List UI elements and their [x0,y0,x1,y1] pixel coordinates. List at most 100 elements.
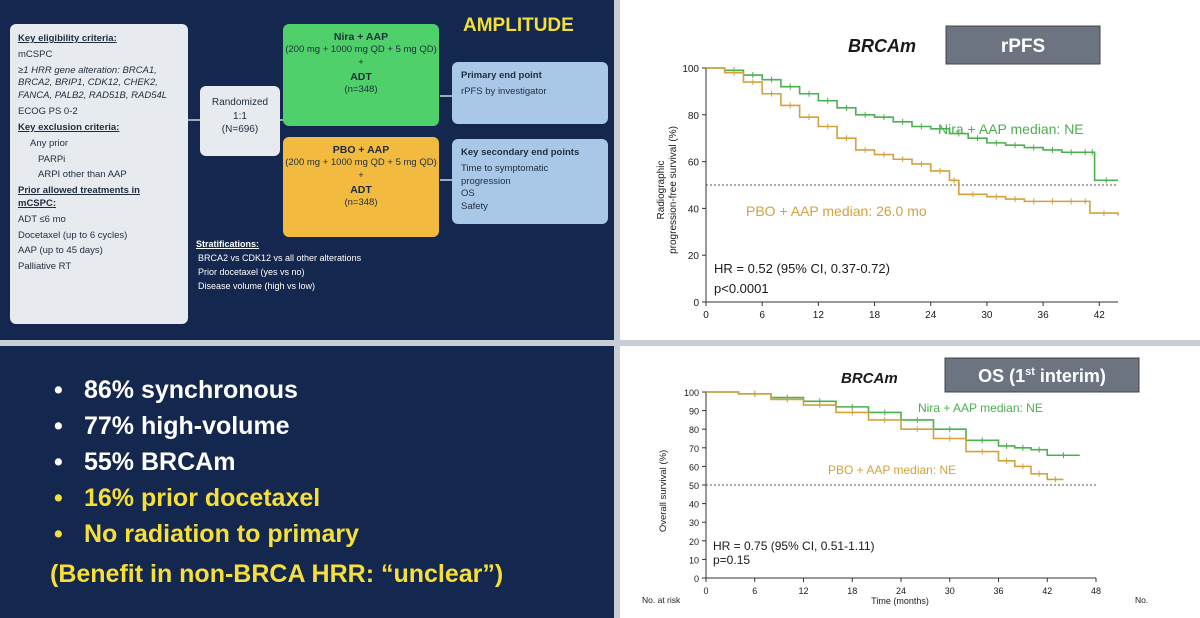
y-tick-label: 80 [688,111,700,122]
eligibility-heading: Key eligibility criteria: [18,33,117,44]
y-axis-label: Radiographicprogression-free survival (%… [656,126,679,254]
y-axis-label-line: progression-free survival (%) [668,126,679,254]
primary-endpoint-title: Primary end point [461,70,542,81]
chart-subgroup-label: BRCAm [848,36,916,56]
key-point: 86% synchronous [48,372,359,408]
arm-dose: (200 mg + 1000 mg QD + 5 mg QD) [285,44,437,56]
arm-n: (n=348) [344,83,378,95]
key-point: 55% BRCAm [48,444,359,480]
y-axis-label: Overall survival (%) [658,450,669,532]
x-tick-label: 18 [847,586,857,596]
statistics-annotation: p=0.15 [713,553,750,567]
x-tick-label: 42 [1042,586,1052,596]
secondary-endpoint-item: OS [461,188,475,200]
horizontal-divider [0,340,1200,346]
stratification-item: BRCA2 vs CDK12 vs all other alterations [198,252,362,263]
rpfs-panel [620,0,1200,340]
x-axis-label: Time (months) [871,596,929,606]
y-tick-label: 10 [689,555,699,565]
randomized-n: (N=696) [221,124,259,135]
design-connectors [188,95,452,181]
y-tick-label: 0 [693,298,699,309]
arm-adt: ADT [350,70,372,83]
key-points-list: 86% synchronous 77% high-volume 55% BRCA… [48,372,359,552]
chart-title-box [944,357,1140,393]
y-tick-label: 60 [688,158,700,169]
arm-adt: ADT [350,183,372,196]
exclusion-item: Any prior [30,137,69,149]
y-tick-label: 100 [684,388,699,398]
chart-title: OS (1st interim) [978,366,1106,386]
trial-title: AMPLITUDE [463,15,574,36]
prior-item: Docetaxel (up to 6 cycles) [18,229,128,241]
key-point: 77% high-volume [48,408,359,444]
y-tick-label: 80 [689,425,699,435]
y-tick-label: 50 [689,481,699,491]
at-risk-label-right: No. [1135,595,1148,605]
arm-n: (n=348) [344,196,378,208]
stratifications: Stratifications: BRCA2 vs CDK12 vs all o… [196,238,446,294]
exclusion-item: PARPi [38,153,66,165]
series-line [706,67,1118,182]
x-tick-label: 36 [1038,310,1050,321]
os-chart: BRCAm OS (1st interim) Overall survival … [642,357,1148,606]
x-tick-label: 12 [798,586,808,596]
arm-pbo-box: PBO + AAP (200 mg + 1000 mg QD + 5 mg QD… [283,137,439,237]
y-tick-label: 60 [689,462,699,472]
statistics-annotation: HR = 0.52 (95% CI, 0.37-0.72) [714,261,890,276]
x-tick-label: 30 [945,586,955,596]
y-tick-label: 40 [688,204,700,215]
arm-nira-box: Nira + AAP (200 mg + 1000 mg QD + 5 mg Q… [283,24,439,126]
criteria-box: Key eligibility criteria: mCSPC ≥1 HRR g… [10,24,188,324]
series-line [706,67,1119,216]
exclusion-heading: Key exclusion criteria: [18,121,120,133]
series-label: Nira + AAP median: NE [938,121,1084,137]
statistics-annotation: p<0.0001 [714,281,769,296]
chart-title: rPFS [1001,36,1045,57]
x-tick-label: 36 [993,586,1003,596]
x-tick-label: 0 [703,310,709,321]
primary-endpoint-box: Primary end point rPFS by investigator [452,62,608,124]
arm-plus: + [358,169,364,181]
y-tick-label: 30 [689,518,699,528]
at-risk-label: No. at risk [642,595,681,605]
y-tick-label: 100 [682,64,699,75]
x-tick-label: 24 [896,586,906,596]
x-tick-label: 18 [869,310,881,321]
prior-heading: Prior allowed treatments in mCSPC: [18,185,140,209]
rpfs-chart: BRCAm rPFS Radiographicprogression-free … [656,25,1119,321]
y-tick-label: 90 [689,407,699,417]
x-tick-label: 6 [752,586,757,596]
arm-dose: (200 mg + 1000 mg QD + 5 mg QD) [285,157,437,169]
prior-item: Palliative RT [18,261,72,273]
secondary-endpoint-item: Safety [461,201,488,213]
key-point: 16% prior docetaxel [48,480,359,516]
x-tick-label: 42 [1094,310,1106,321]
series-label: PBO + AAP median: NE [828,463,956,477]
secondary-endpoint-item: Time to symptomatic progression [461,162,549,187]
arm-title: PBO + AAP [332,144,390,156]
y-tick-label: 20 [688,251,700,262]
eligibility-item: ≥1 HRR gene alteration: BRCA1, BRCA2, BR… [18,64,168,102]
y-tick-label: 70 [689,444,699,454]
stratifications-title: Stratifications: [196,239,260,249]
y-tick-label: 20 [689,537,699,547]
prior-item: ADT ≤6 mo [18,213,66,225]
x-tick-label: 12 [813,310,825,321]
y-tick-label: 40 [689,500,699,510]
prior-item: AAP (up to 45 days) [18,245,103,257]
x-tick-label: 30 [981,310,993,321]
x-tick-label: 48 [1091,586,1101,596]
arm-title: Nira + AAP [333,31,389,43]
arm-plus: + [358,56,364,68]
x-tick-label: 6 [759,310,765,321]
statistics-annotation: HR = 0.75 (95% CI, 0.51-1.11) [713,539,875,553]
y-tick-label: 0 [694,574,699,584]
randomized-label: Randomized [211,97,269,108]
randomized-ratio: 1:1 [233,110,247,122]
primary-endpoint-item: rPFS by investigator [461,85,547,97]
key-point: No radiation to primary [48,516,359,552]
series-label: Nira + AAP median: NE [918,401,1043,415]
stratification-item: Disease volume (high vs low) [198,280,316,291]
y-axis-label-line: Radiographic [656,161,667,220]
